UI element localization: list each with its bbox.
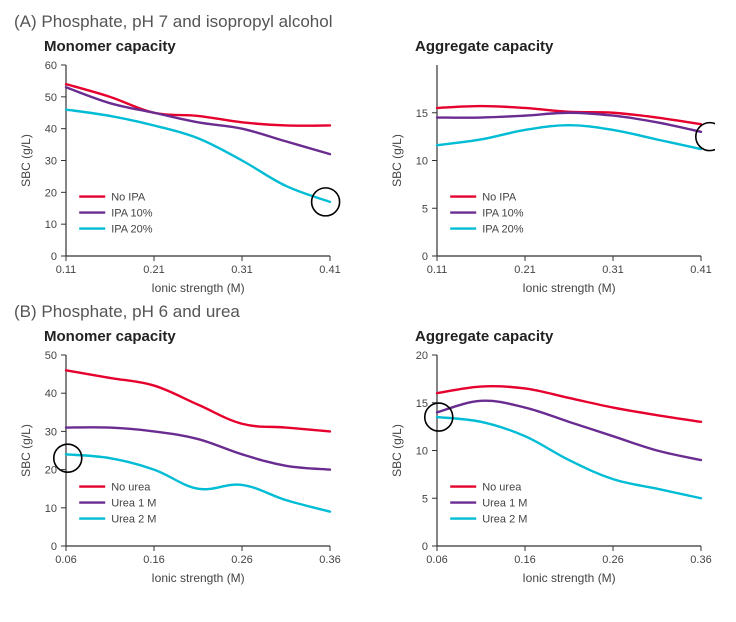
section-b-title: (B) Phosphate, pH 6 and urea (14, 302, 722, 322)
svg-text:30: 30 (45, 156, 57, 168)
svg-text:10: 10 (416, 446, 428, 458)
svg-text:0.36: 0.36 (319, 554, 340, 566)
svg-text:IPA 10%: IPA 10% (111, 208, 153, 220)
panel-title-a-monomer: Monomer capacity (44, 38, 351, 55)
svg-text:IPA 10%: IPA 10% (482, 208, 524, 220)
svg-text:0.26: 0.26 (231, 554, 252, 566)
section-a-title: (A) Phosphate, pH 7 and isopropyl alcoho… (14, 12, 722, 32)
svg-text:0.41: 0.41 (690, 264, 711, 276)
svg-text:20: 20 (45, 465, 57, 477)
svg-text:0.06: 0.06 (426, 554, 447, 566)
panel-title-b-aggregate: Aggregate capacity (415, 328, 722, 345)
svg-text:Urea 1 M: Urea 1 M (111, 498, 156, 510)
svg-text:20: 20 (45, 187, 57, 199)
svg-text:0.11: 0.11 (56, 264, 77, 276)
svg-text:SBC (g/L): SBC (g/L) (19, 424, 33, 477)
svg-text:20: 20 (416, 350, 428, 362)
svg-text:No IPA: No IPA (482, 192, 517, 204)
svg-text:10: 10 (45, 219, 57, 231)
svg-text:0.26: 0.26 (602, 554, 623, 566)
svg-text:0.41: 0.41 (319, 264, 340, 276)
svg-text:0: 0 (51, 251, 57, 263)
svg-text:30: 30 (45, 426, 57, 438)
svg-text:50: 50 (45, 350, 57, 362)
svg-text:0.31: 0.31 (231, 264, 252, 276)
svg-text:40: 40 (45, 124, 57, 136)
svg-text:Urea 1 M: Urea 1 M (482, 498, 527, 510)
svg-text:0.16: 0.16 (514, 554, 535, 566)
svg-text:No IPA: No IPA (111, 192, 146, 204)
chart-b-monomer: 0.06 0.16 0.26 0.36 0 10 20 30 40 50 Ionic strengt… (14, 345, 344, 590)
svg-text:SBC (g/L): SBC (g/L) (19, 134, 33, 187)
svg-text:15: 15 (416, 108, 428, 120)
panel-title-b-monomer: Monomer capacity (44, 328, 351, 345)
svg-text:0: 0 (422, 541, 428, 553)
svg-text:0.36: 0.36 (690, 554, 711, 566)
svg-text:5: 5 (422, 493, 428, 505)
svg-text:0: 0 (51, 541, 57, 553)
chart-a-monomer: 0.11 0.21 0.31 0.41 0 10 20 30 40 50 60 Ionic stren… (14, 55, 344, 300)
svg-text:Urea 2 M: Urea 2 M (111, 514, 156, 526)
svg-text:0.21: 0.21 (514, 264, 535, 276)
svg-text:Ionic strength (M): Ionic strength (M) (151, 281, 244, 295)
svg-text:Urea 2 M: Urea 2 M (482, 514, 527, 526)
svg-text:40: 40 (45, 388, 57, 400)
svg-text:0.21: 0.21 (143, 264, 164, 276)
svg-text:No urea: No urea (111, 482, 151, 494)
svg-text:SBC (g/L): SBC (g/L) (390, 424, 404, 477)
row-a: Monomer capacity 0.11 0.21 0.31 0.41 0 10 20 30… (14, 34, 722, 300)
svg-text:SBC (g/L): SBC (g/L) (390, 134, 404, 187)
svg-text:10: 10 (45, 503, 57, 515)
svg-text:Ionic strength (M): Ionic strength (M) (151, 571, 244, 585)
svg-text:10: 10 (416, 156, 428, 168)
chart-a-aggregate: 0.11 0.21 0.31 0.41 0 5 10 15 Ionic strength (M)… (385, 55, 715, 300)
svg-text:0.16: 0.16 (143, 554, 164, 566)
svg-text:0.31: 0.31 (602, 264, 623, 276)
svg-text:5: 5 (422, 203, 428, 215)
panel-b-aggregate: Aggregate capacity 0.06 0.16 0.26 0.36 0 5 10 1… (385, 324, 722, 590)
row-b: Monomer capacity 0.06 0.16 0.26 0.36 0 10 20 30… (14, 324, 722, 590)
panel-title-a-aggregate: Aggregate capacity (415, 38, 722, 55)
svg-text:0: 0 (422, 251, 428, 263)
panel-b-monomer: Monomer capacity 0.06 0.16 0.26 0.36 0 10 20 30… (14, 324, 351, 590)
svg-text:Ionic strength (M): Ionic strength (M) (522, 281, 615, 295)
svg-text:60: 60 (45, 60, 57, 72)
svg-text:50: 50 (45, 92, 57, 104)
svg-text:0.11: 0.11 (427, 264, 448, 276)
panel-a-monomer: Monomer capacity 0.11 0.21 0.31 0.41 0 10 20 30… (14, 34, 351, 300)
chart-b-aggregate: 0.06 0.16 0.26 0.36 0 5 10 15 20 Ionic strength (… (385, 345, 715, 590)
svg-text:No urea: No urea (482, 482, 522, 494)
svg-text:IPA 20%: IPA 20% (482, 224, 524, 236)
panel-a-aggregate: Aggregate capacity 0.11 0.21 0.31 0.41 0 5 10 1… (385, 34, 722, 300)
svg-text:0.06: 0.06 (55, 554, 76, 566)
svg-text:Ionic strength (M): Ionic strength (M) (522, 571, 615, 585)
svg-text:IPA 20%: IPA 20% (111, 224, 153, 236)
svg-text:15: 15 (416, 398, 428, 410)
